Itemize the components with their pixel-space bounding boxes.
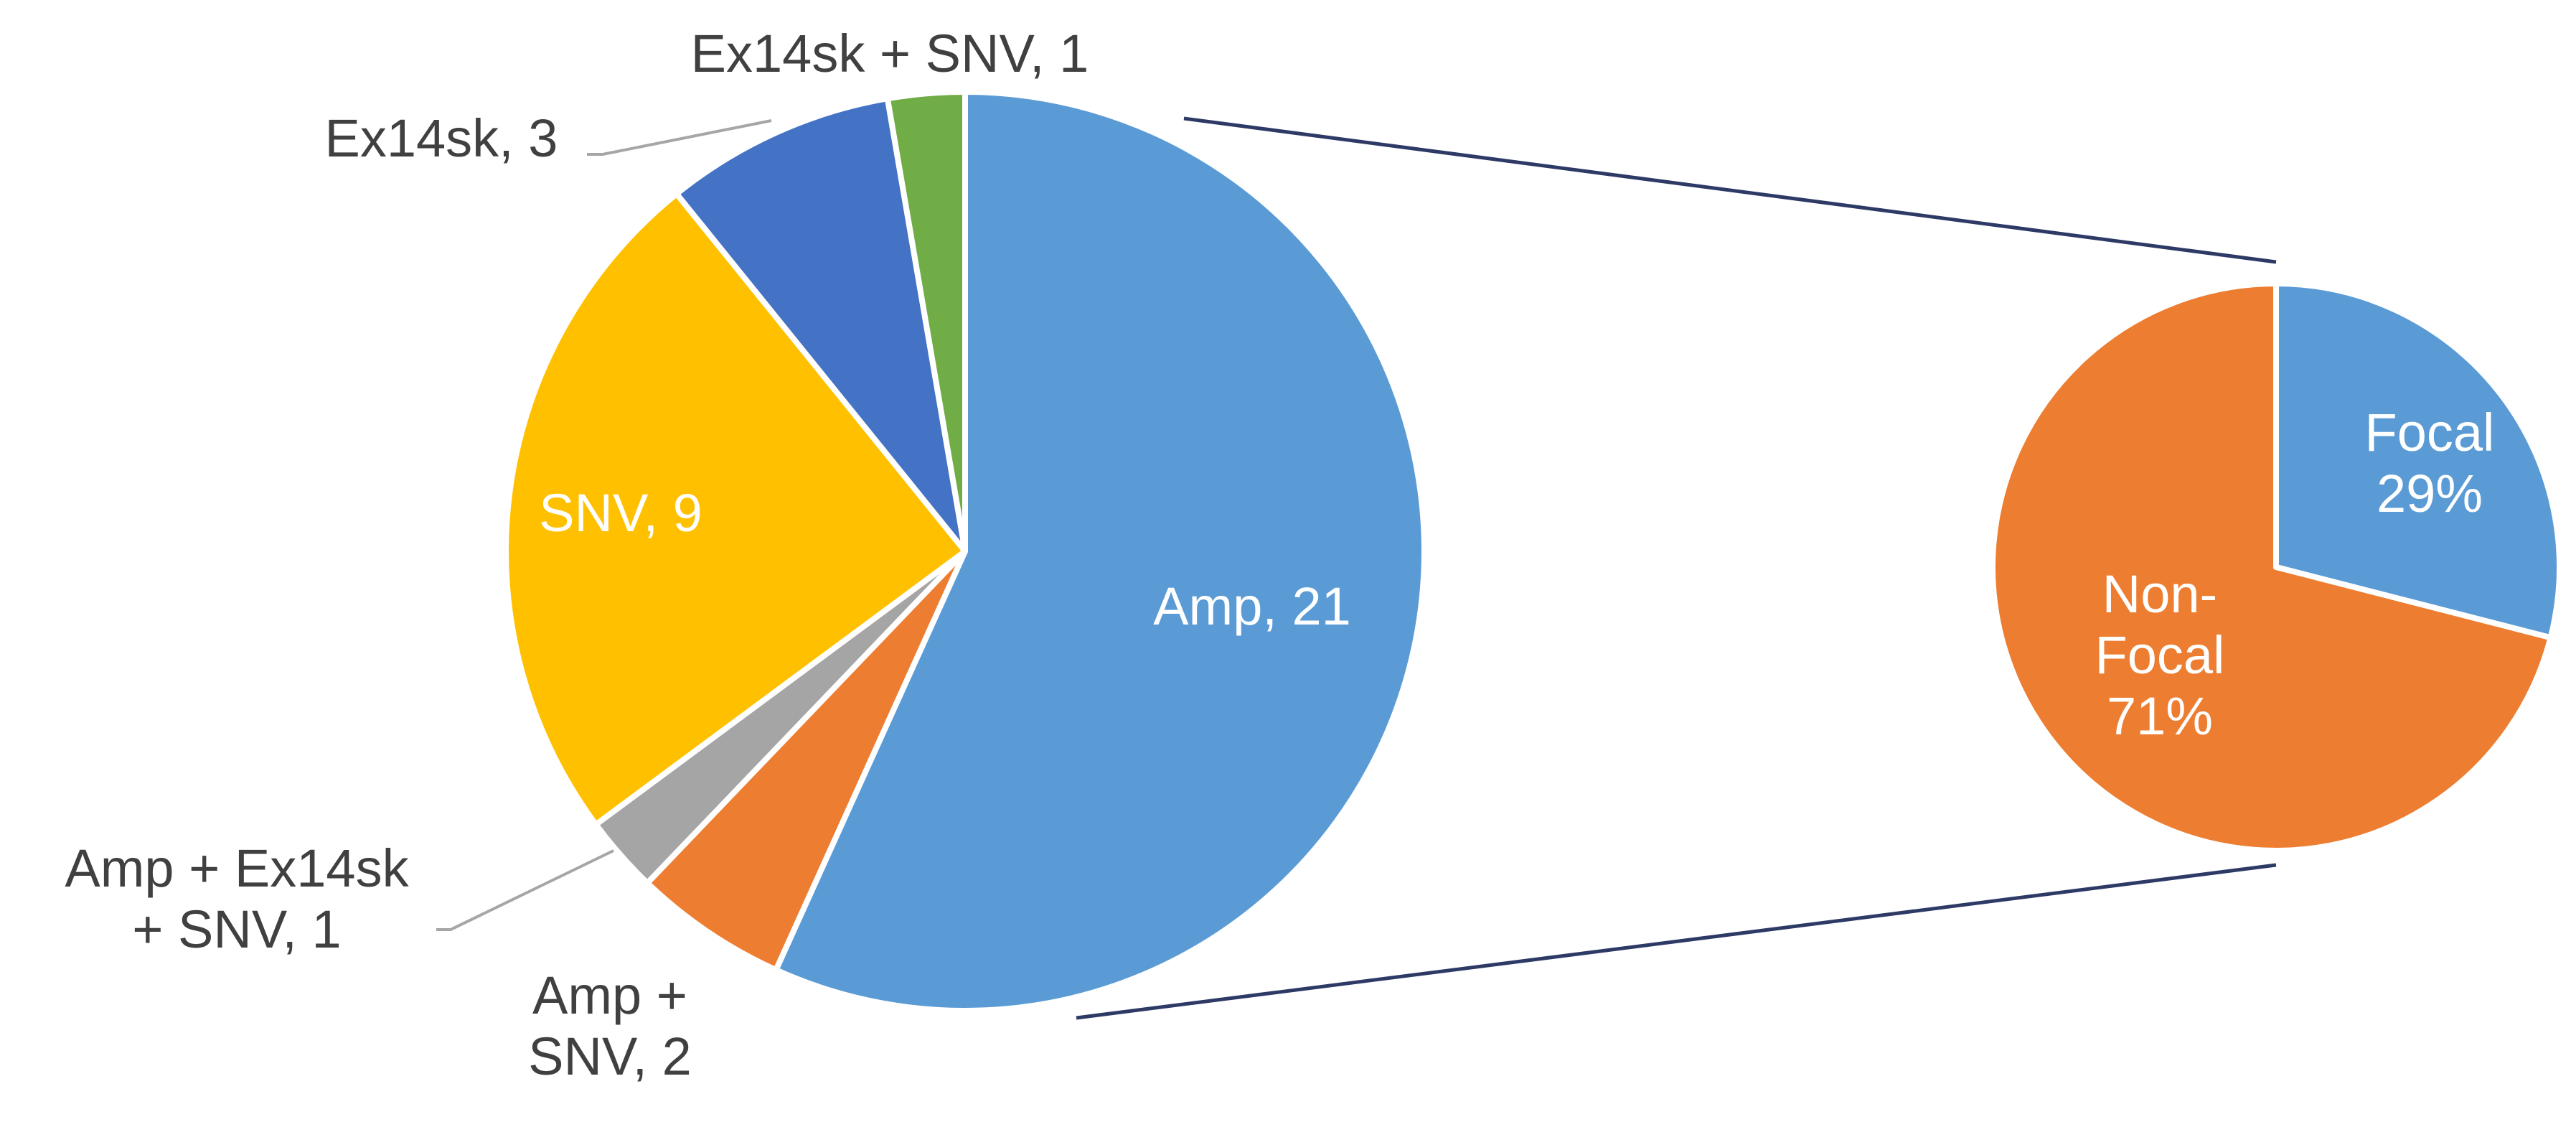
data-label-non-focal: Non-Focal 71%	[2095, 564, 2225, 746]
main-slice-ex14sk-snv	[884, 89, 968, 554]
detail-slice-non-focal	[1990, 281, 2554, 854]
data-label-focal: Focal 29%	[2365, 403, 2495, 523]
data-label-amp-snv: Amp + SNV, 2	[528, 966, 692, 1086]
detail-pie	[1990, 281, 2562, 854]
data-label-ex14sk: Ex14sk, 3	[325, 108, 558, 168]
data-label-amp-ex14sk-snv: Amp + Ex14sk + SNV, 1	[65, 838, 409, 959]
data-label-amp: Amp, 21	[1153, 576, 1351, 636]
detail-slice-focal	[2273, 281, 2562, 641]
leader-line-ex14sk	[587, 119, 772, 156]
connector-line-top	[1183, 116, 2277, 264]
main-slice-amp	[773, 89, 1427, 1014]
connector-line-bottom	[1076, 863, 2277, 1020]
data-label-snv: SNV, 9	[539, 483, 702, 543]
leader-line-amp-ex14sk-snv	[436, 849, 614, 931]
main-slice-ex14sk	[673, 95, 968, 554]
main-slice-amp-snv	[644, 548, 968, 973]
main-pie	[503, 89, 1427, 1014]
data-label-ex14sk-snv: Ex14sk + SNV, 1	[691, 24, 1089, 83]
connector-lines	[1076, 116, 2277, 1020]
data-labels: Amp, 21 SNV, 9 Amp + SNV, 2 Amp + Ex14sk + SN…	[65, 24, 2494, 1086]
leader-lines	[436, 119, 772, 931]
main-slice-snv	[503, 191, 968, 828]
